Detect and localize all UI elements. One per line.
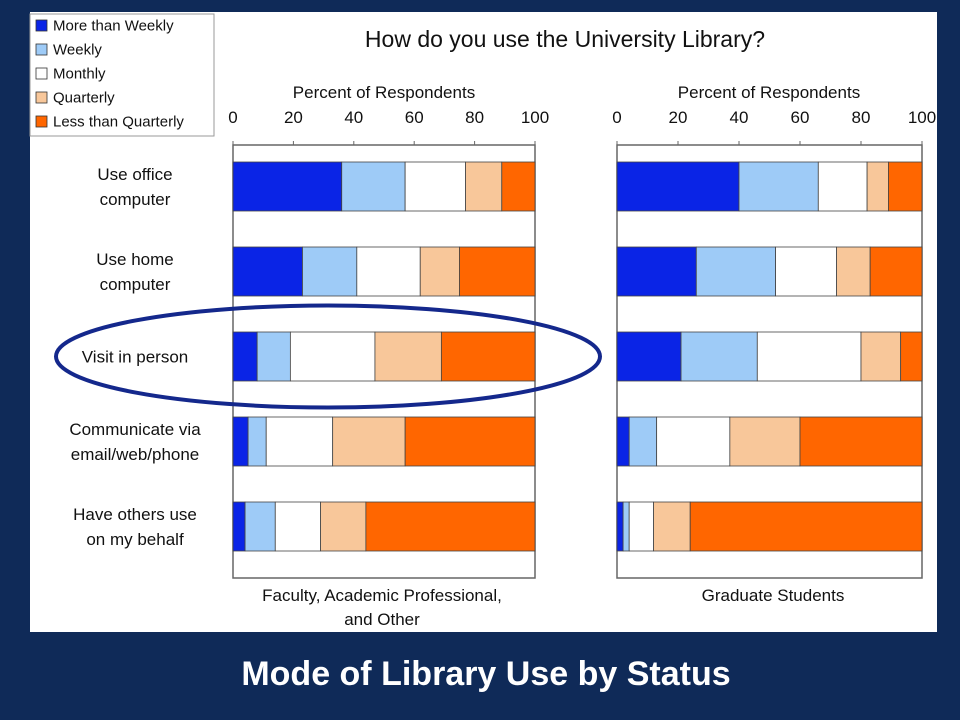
bar-have-others-use-on-my-behalf-monthly [274, 501, 321, 552]
bar-use-office-computer-quarterly [866, 161, 889, 212]
bar-communicate-via-email-web-phone-monthly [656, 416, 731, 467]
category-label-have-others-use-on-my-behalf: Have others use [73, 505, 197, 524]
bar-use-home-computer-more-than-weekly [616, 246, 697, 297]
bar-communicate-via-email-web-phone-quarterly [729, 416, 801, 467]
bar-use-office-computer-weekly [341, 161, 406, 212]
x-tick-label: 40 [730, 108, 749, 127]
bar-communicate-via-email-web-phone-less-than-quarterly [799, 416, 923, 467]
legend-label-monthly: Monthly [53, 66, 106, 83]
bar-communicate-via-email-web-phone-quarterly [332, 416, 406, 467]
category-label-use-home-computer: Use home [96, 250, 173, 269]
bar-use-home-computer-less-than-quarterly [869, 246, 923, 297]
legend-swatch-more-than-weekly [35, 19, 48, 32]
x-tick-label: 60 [791, 108, 810, 127]
bar-use-office-computer-more-than-weekly [616, 161, 740, 212]
legend-label-more-than-weekly: More than Weekly [53, 18, 174, 35]
bar-visit-in-person-monthly [756, 331, 862, 382]
legend-swatch-less-than-quarterly [35, 115, 48, 128]
bar-have-others-use-on-my-behalf-less-than-quarterly [365, 501, 536, 552]
legend-label-quarterly: Quarterly [53, 90, 115, 107]
bar-visit-in-person-less-than-quarterly [900, 331, 923, 382]
bar-communicate-via-email-web-phone-more-than-weekly [616, 416, 630, 467]
bar-use-home-computer-quarterly [419, 246, 460, 297]
bar-communicate-via-email-web-phone-weekly [628, 416, 658, 467]
bar-use-office-computer-weekly [738, 161, 819, 212]
legend-swatch-weekly [35, 43, 48, 56]
x-axis-label: Percent of Respondents [678, 83, 860, 102]
chart-svg: How do you use the University Library? M… [29, 13, 936, 629]
legend-label-less-than-quarterly: Less than Quarterly [53, 114, 184, 131]
bar-use-home-computer-quarterly [836, 246, 871, 297]
bar-visit-in-person-more-than-weekly [232, 331, 258, 382]
bar-communicate-via-email-web-phone-monthly [265, 416, 334, 467]
legend-swatch-monthly [35, 67, 48, 80]
slide-title: Mode of Library Use by Status [241, 655, 731, 693]
category-label-communicate-via-email-web-phone: email/web/phone [71, 445, 200, 464]
bar-have-others-use-on-my-behalf-quarterly [320, 501, 367, 552]
highlight-overlay [54, 303, 602, 410]
category-label-visit-in-person: Visit in person [82, 348, 188, 367]
bar-use-home-computer-weekly [302, 246, 358, 297]
x-tick-label: 20 [669, 108, 688, 127]
category-label-use-office-computer: computer [100, 190, 171, 209]
category-labels: Use office computer Use home computer Visit … [69, 165, 201, 549]
bar-use-home-computer-monthly [775, 246, 837, 297]
bar-have-others-use-on-my-behalf-monthly [628, 501, 655, 552]
bar-visit-in-person-weekly [680, 331, 758, 382]
bar-communicate-via-email-web-phone-weekly [247, 416, 267, 467]
x-tick-label: 80 [465, 108, 484, 127]
legend-label-weekly: Weekly [53, 42, 102, 59]
bar-communicate-via-email-web-phone-less-than-quarterly [404, 416, 536, 467]
bar-use-office-computer-monthly [404, 161, 466, 212]
x-tick-label: 0 [612, 108, 621, 127]
bar-visit-in-person-weekly [256, 331, 291, 382]
x-axis-label: Percent of Respondents [293, 83, 475, 102]
panel-2: Percent of Respondents 0 20 40 60 80 100 Gradua… [612, 83, 936, 605]
bar-use-office-computer-quarterly [465, 161, 503, 212]
bar-use-office-computer-less-than-quarterly [501, 161, 536, 212]
x-tick-label: 80 [852, 108, 871, 127]
category-label-have-others-use-on-my-behalf: on my behalf [86, 530, 184, 549]
panel-caption: Graduate Students [702, 586, 845, 605]
bar-use-home-computer-less-than-quarterly [459, 246, 536, 297]
bar-have-others-use-on-my-behalf-less-than-quarterly [689, 501, 923, 552]
bar-use-home-computer-monthly [356, 246, 421, 297]
panel-caption: and Other [344, 610, 420, 629]
bar-have-others-use-on-my-behalf-quarterly [653, 501, 691, 552]
bar-have-others-use-on-my-behalf-weekly [622, 501, 630, 552]
bar-visit-in-person-more-than-weekly [616, 331, 682, 382]
bar-visit-in-person-less-than-quarterly [440, 331, 536, 382]
legend: More than Weekly Weekly Monthly Quarterly Le… [29, 13, 215, 137]
category-label-use-office-computer: Use office [97, 165, 172, 184]
bar-have-others-use-on-my-behalf-more-than-weekly [232, 501, 246, 552]
x-tick-label: 0 [228, 108, 237, 127]
x-tick-label: 60 [405, 108, 424, 127]
legend-box [29, 13, 215, 137]
chart-panels: Percent of Respondents 0 20 40 60 80 100 Facult… [228, 83, 936, 629]
x-tick-label: 100 [908, 108, 936, 127]
highlight-ellipse [54, 303, 602, 410]
x-tick-label: 40 [344, 108, 363, 127]
category-label-use-home-computer: computer [100, 275, 171, 294]
x-tick-label: 100 [521, 108, 549, 127]
bar-visit-in-person-quarterly [374, 331, 442, 382]
panel-1: Percent of Respondents 0 20 40 60 80 100 Facult… [228, 83, 549, 629]
bar-use-home-computer-more-than-weekly [232, 246, 303, 297]
category-label-communicate-via-email-web-phone: Communicate via [69, 420, 201, 439]
bar-use-home-computer-weekly [695, 246, 776, 297]
panel-caption: Faculty, Academic Professional, [262, 586, 502, 605]
chart-title: How do you use the University Library? [365, 26, 765, 52]
bar-visit-in-person-quarterly [860, 331, 902, 382]
legend-swatch-quarterly [35, 91, 48, 104]
bar-have-others-use-on-my-behalf-weekly [244, 501, 276, 552]
bar-use-office-computer-more-than-weekly [232, 161, 343, 212]
bar-have-others-use-on-my-behalf-more-than-weekly [616, 501, 624, 552]
bar-use-office-computer-less-than-quarterly [888, 161, 923, 212]
bar-visit-in-person-monthly [289, 331, 376, 382]
bar-use-office-computer-monthly [817, 161, 868, 212]
bar-communicate-via-email-web-phone-more-than-weekly [232, 416, 249, 467]
x-tick-label: 20 [284, 108, 303, 127]
